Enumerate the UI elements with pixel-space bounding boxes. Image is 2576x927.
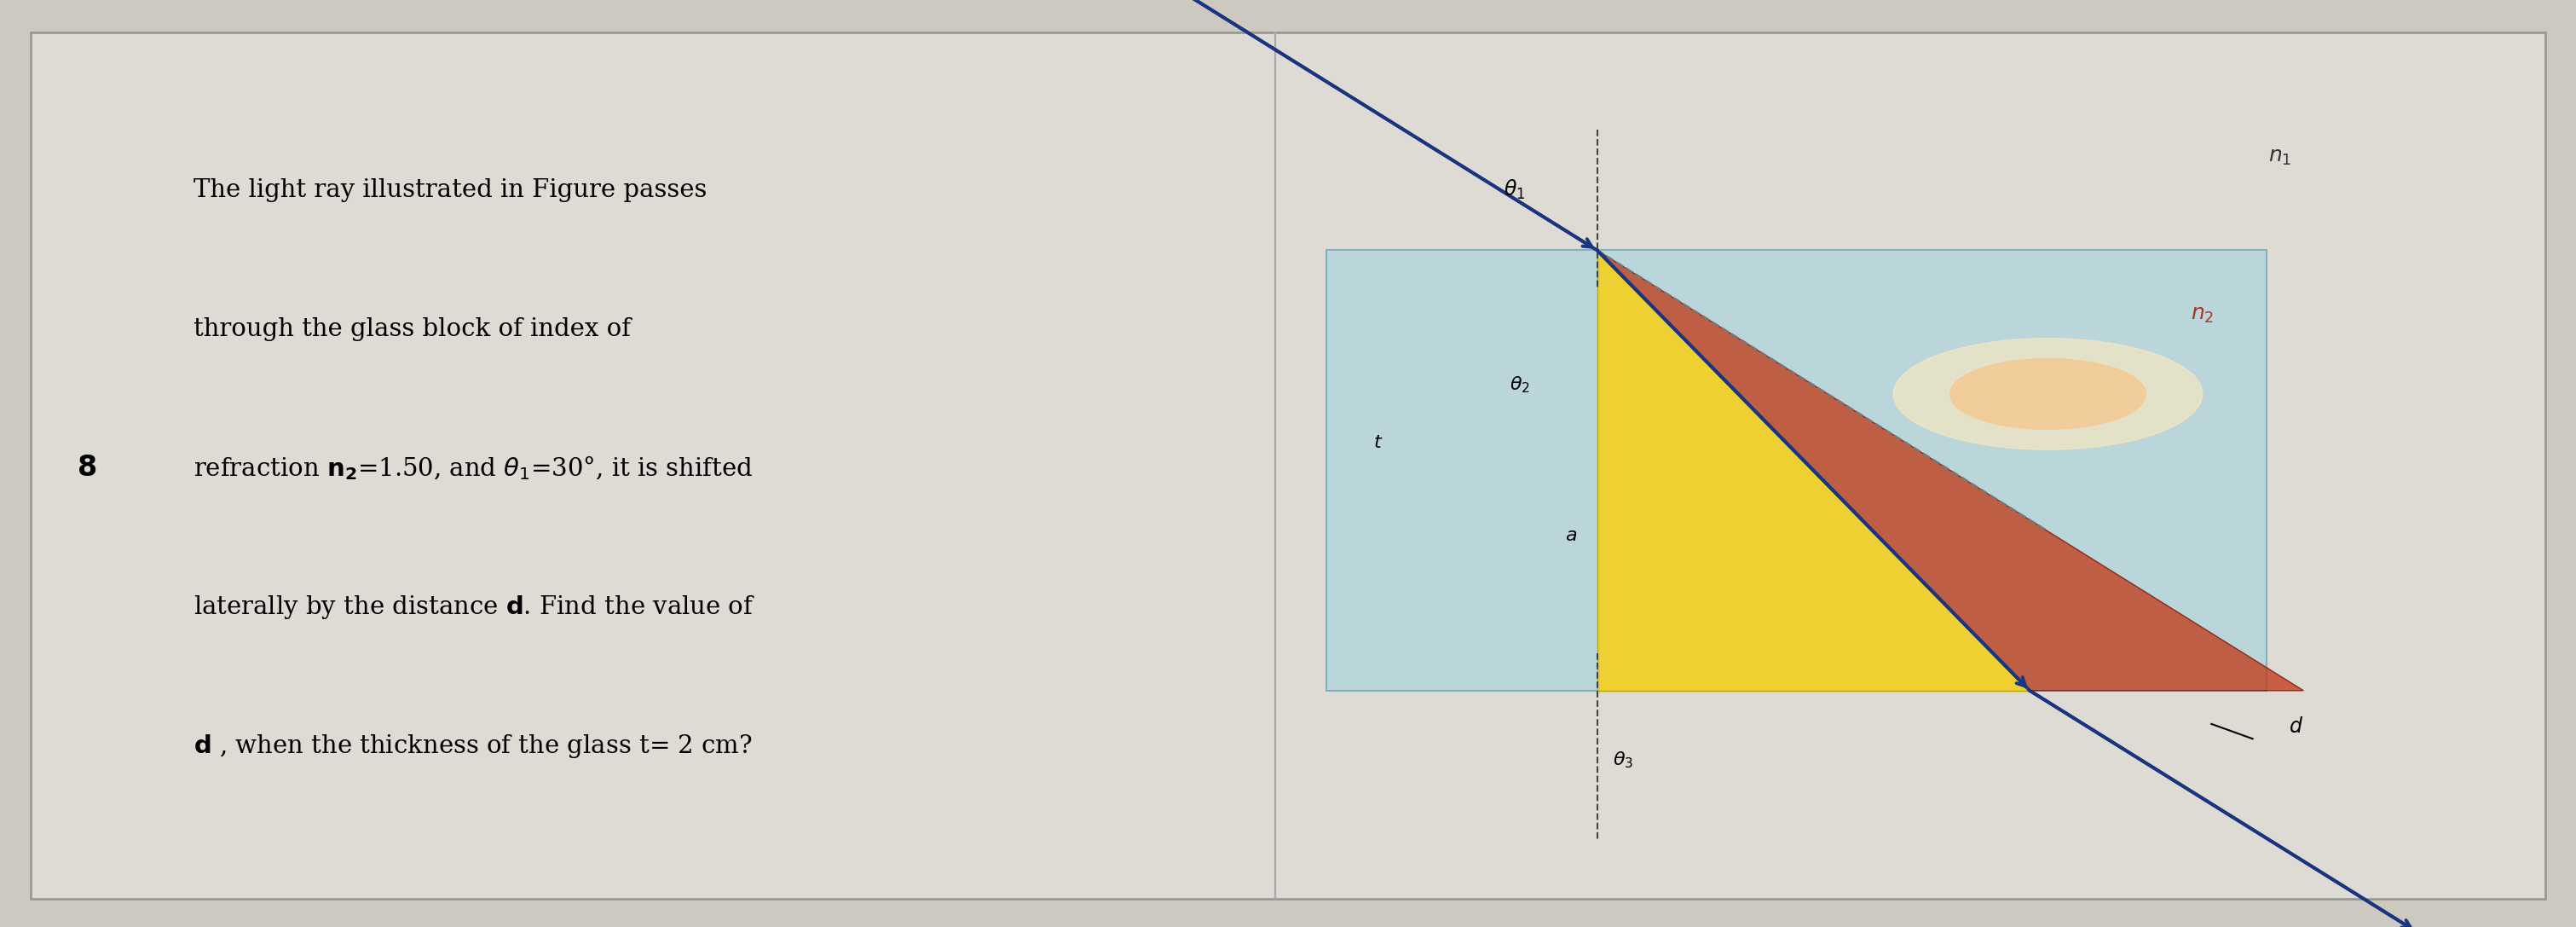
Text: refraction $\mathbf{n_2}$=1.50, and $\boldsymbol{\theta_1}$=30°, it is shifted: refraction $\mathbf{n_2}$=1.50, and $\bo… xyxy=(193,454,752,482)
Text: 8: 8 xyxy=(77,454,98,482)
Circle shape xyxy=(1893,338,2202,450)
Text: $n_2$: $n_2$ xyxy=(2190,305,2215,325)
Text: through the glass block of index of: through the glass block of index of xyxy=(193,317,631,341)
Circle shape xyxy=(1950,359,2146,429)
Text: laterally by the distance $\mathbf{d}$. Find the value of: laterally by the distance $\mathbf{d}$. … xyxy=(193,593,755,621)
Text: $\theta_1$: $\theta_1$ xyxy=(1504,178,1525,202)
Text: $t$: $t$ xyxy=(1373,433,1383,452)
Text: $\theta_3$: $\theta_3$ xyxy=(1613,750,1633,770)
Text: $a$: $a$ xyxy=(1566,526,1577,545)
Text: $d$: $d$ xyxy=(2290,717,2303,737)
Text: $\theta_2$: $\theta_2$ xyxy=(1510,375,1530,395)
Text: The light ray illustrated in Figure passes: The light ray illustrated in Figure pass… xyxy=(193,178,706,202)
Polygon shape xyxy=(1597,250,2303,691)
Bar xyxy=(1327,250,2267,691)
Text: $n_1$: $n_1$ xyxy=(2267,147,2293,168)
Polygon shape xyxy=(1597,250,2030,691)
Text: $\mathbf{d}$ , when the thickness of the glass t= 2 cm?: $\mathbf{d}$ , when the thickness of the… xyxy=(193,732,752,760)
